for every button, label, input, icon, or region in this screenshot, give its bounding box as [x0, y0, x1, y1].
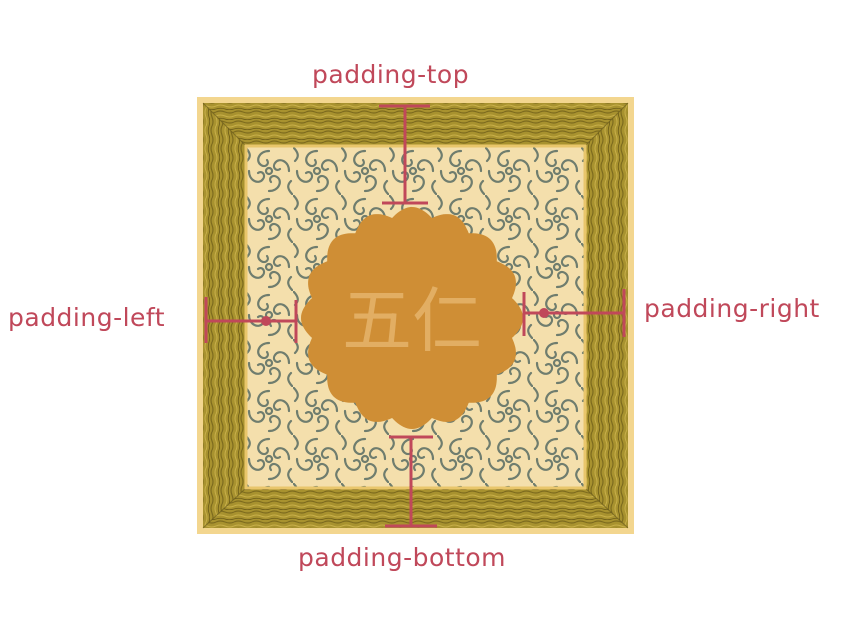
label-padding-left: padding-left [8, 303, 166, 332]
padding-top-marker [379, 104, 430, 205]
box-wood-frame [202, 102, 629, 529]
padding-right-marker [522, 289, 626, 337]
mooncake-icon: 五仁 [301, 207, 523, 429]
padding-left-marker [204, 297, 298, 343]
padding-markers [204, 104, 626, 528]
label-padding-top: padding-top [312, 60, 470, 89]
mooncake-text: 五仁 [342, 280, 482, 362]
label-padding-bottom: padding-bottom [298, 543, 507, 572]
label-padding-right: padding-right [644, 294, 820, 323]
padding-bottom-marker [385, 435, 437, 528]
